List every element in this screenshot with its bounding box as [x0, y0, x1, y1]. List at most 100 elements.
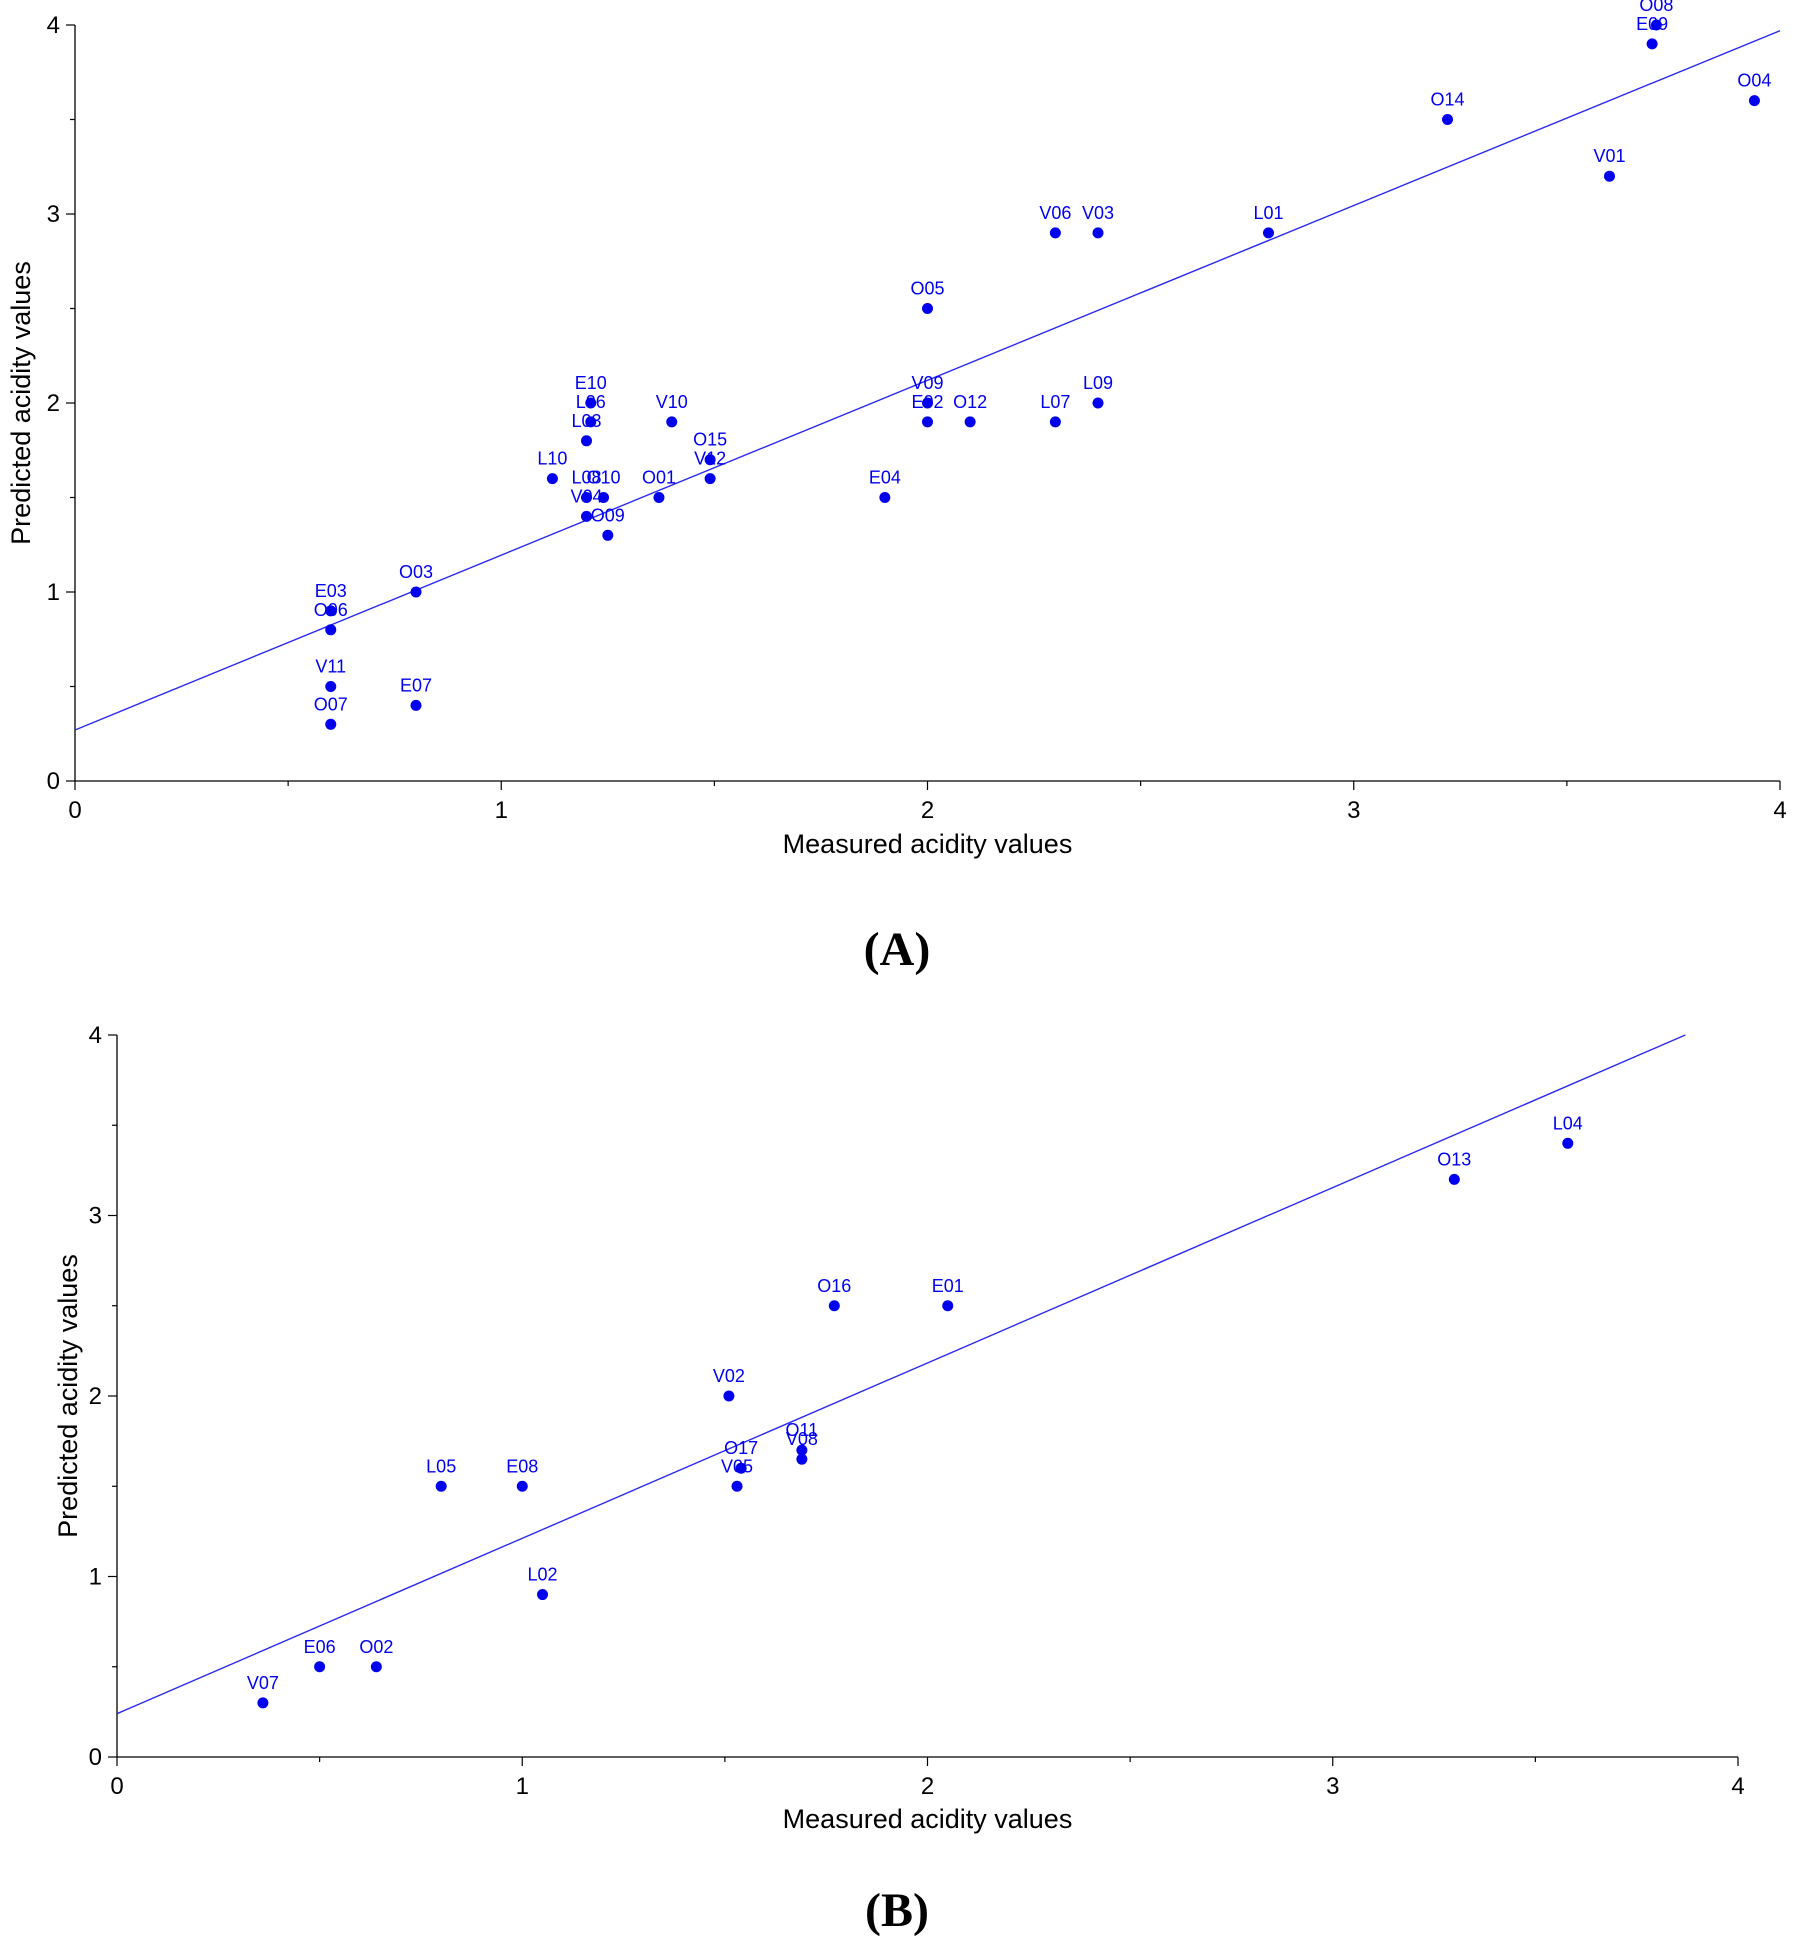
point-label-l09: L09 [1083, 373, 1113, 393]
data-point-l01 [1263, 227, 1274, 239]
point-label-v10: V10 [656, 392, 688, 412]
point-label-e03: E03 [315, 581, 347, 601]
x-tick-label: 4 [1773, 797, 1786, 824]
x-tick-label: 4 [1731, 1773, 1744, 1800]
data-point-l02 [537, 1589, 549, 1601]
point-label-v08: V08 [786, 1429, 818, 1449]
data-point-e08 [516, 1480, 528, 1492]
data-point-o14 [1442, 114, 1454, 125]
point-label-e01: E01 [932, 1276, 964, 1296]
data-point-l10 [546, 473, 558, 485]
data-point-o08 [1650, 19, 1662, 31]
data-point-e02 [922, 416, 933, 428]
y-tick-label: 2 [89, 1383, 102, 1410]
data-point-e06 [314, 1661, 326, 1673]
chart-panel-b: 0 1 2 3 4 0 1 2 3 4 Measured acidity values Predict… [53, 1022, 1745, 1937]
x-tick-label: 0 [68, 797, 81, 824]
point-label-l01: L01 [1253, 203, 1283, 223]
point-label-o17: O17 [724, 1438, 758, 1458]
data-point-o10 [598, 492, 610, 503]
data-point-o02 [370, 1661, 382, 1673]
point-label-o14: O14 [1431, 90, 1465, 110]
y-tick-label: 1 [89, 1564, 102, 1591]
data-point-o11 [796, 1444, 808, 1456]
point-label-o13: O13 [1437, 1149, 1471, 1169]
panel-label: (B) [865, 1884, 929, 1937]
point-label-e04: E04 [869, 468, 901, 488]
point-label-o03: O03 [399, 562, 433, 582]
data-point-v09 [922, 397, 933, 409]
data-point-e04 [879, 492, 891, 503]
point-label-o08: O08 [1639, 0, 1673, 15]
x-tick-label: 3 [1326, 1773, 1339, 1800]
y-tick-label: 0 [89, 1744, 102, 1771]
point-label-e08: E08 [506, 1456, 538, 1476]
data-point-l03 [581, 435, 592, 447]
y-tick-label: 1 [47, 579, 60, 606]
data-point-v06 [1049, 227, 1061, 239]
point-label-v11: V11 [315, 657, 346, 677]
point-label-o04: O04 [1737, 71, 1771, 91]
point-label-v07: V07 [247, 1673, 279, 1693]
data-point-v05 [731, 1480, 743, 1492]
data-point-o09 [602, 529, 614, 541]
point-label-o11: O11 [786, 1420, 819, 1440]
y-axis-label: Predicted acidity values [6, 261, 36, 545]
data-point-v01 [1604, 170, 1615, 182]
x-tick-label: 1 [516, 1773, 529, 1800]
data-point-o01 [653, 492, 665, 503]
data-point-o06 [325, 624, 337, 636]
point-label-e10: E10 [575, 373, 607, 393]
point-label-v09: V09 [911, 373, 943, 393]
point-label-l02: L02 [527, 1565, 557, 1585]
data-point-o13 [1448, 1173, 1460, 1185]
point-label-o16: O16 [817, 1276, 851, 1296]
data-point-e03 [325, 605, 337, 617]
data-point-e10 [585, 397, 597, 409]
x-tick-label: 1 [495, 797, 508, 824]
y-tick-label: 4 [89, 1022, 102, 1049]
data-point-v12 [704, 473, 716, 485]
point-label-o07: O07 [314, 694, 348, 714]
panel-label: (A) [864, 923, 931, 976]
point-label-v03: V03 [1082, 203, 1114, 223]
point-label-v06: V06 [1039, 203, 1071, 223]
point-label-l04: L04 [1553, 1113, 1583, 1133]
point-label-v01: V01 [1593, 146, 1625, 166]
regression-line [116, 1034, 1686, 1715]
point-label-o05: O05 [910, 279, 944, 299]
x-tick-label: 0 [110, 1773, 123, 1800]
data-point-e09 [1646, 38, 1658, 50]
point-label-e06: E06 [304, 1637, 336, 1657]
y-tick-label: 3 [47, 201, 60, 228]
point-label-l10: L10 [537, 449, 567, 469]
data-point-o07 [325, 718, 337, 730]
data-point-o04 [1748, 95, 1760, 107]
data-point-l05 [435, 1480, 447, 1492]
data-point-v03 [1092, 227, 1104, 239]
y-tick-label: 2 [47, 390, 60, 417]
data-point-v10 [666, 416, 678, 428]
x-tick-label: 3 [1347, 797, 1360, 824]
data-point-l07 [1049, 416, 1061, 428]
data-point-v07 [257, 1697, 269, 1709]
data-point-e01 [942, 1300, 954, 1312]
point-label-e07: E07 [400, 675, 432, 695]
y-tick-label: 4 [47, 12, 60, 39]
point-label-o09: O09 [591, 505, 625, 525]
data-point-v04 [581, 510, 592, 522]
point-label-v02: V02 [713, 1366, 745, 1386]
data-point-v11 [325, 681, 337, 692]
point-label-o15: O15 [693, 430, 727, 450]
data-point-l06 [585, 416, 597, 428]
regression-line [74, 30, 1781, 731]
data-point-v08 [796, 1453, 808, 1465]
x-tick-label: 2 [921, 797, 934, 824]
data-point-o05 [922, 303, 933, 314]
data-point-o16 [828, 1300, 840, 1312]
data-point-o03 [410, 586, 422, 598]
data-point-o15 [704, 454, 716, 466]
data-point-v02 [723, 1390, 735, 1402]
data-point-l04 [1562, 1137, 1574, 1149]
